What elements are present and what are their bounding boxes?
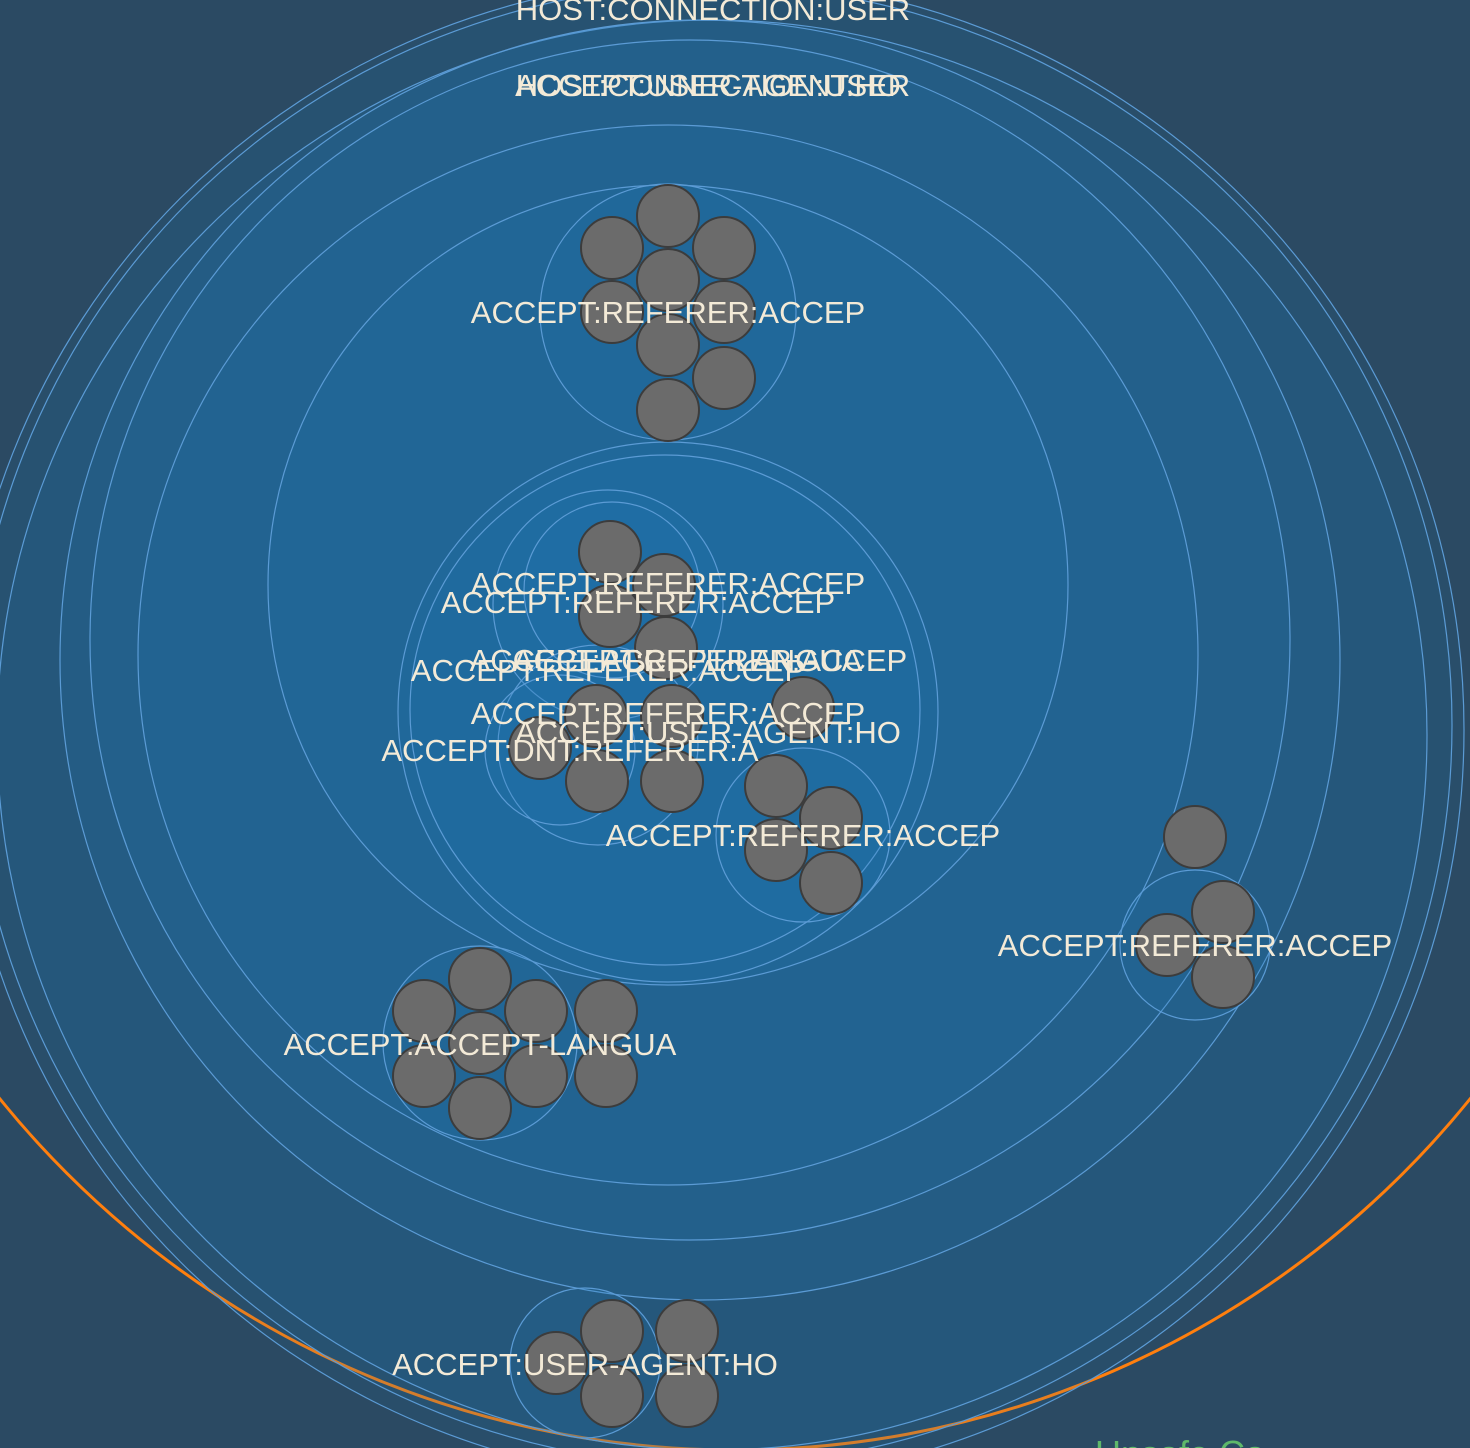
leaf-node[interactable] <box>504 1044 568 1108</box>
leaf-node[interactable] <box>580 216 644 280</box>
leaf-node[interactable] <box>655 1299 719 1363</box>
leaf-node[interactable] <box>574 979 638 1043</box>
leaf-node[interactable] <box>580 1299 644 1363</box>
leaf-node[interactable] <box>636 378 700 442</box>
left-lower-cluster <box>382 945 638 1141</box>
leaf-node[interactable] <box>692 346 756 410</box>
far-right-cluster <box>1119 805 1271 1021</box>
leaf-node[interactable] <box>799 851 863 915</box>
leaf-node[interactable] <box>640 749 704 813</box>
leaf-node[interactable] <box>692 280 756 344</box>
leaf-node[interactable] <box>580 280 644 344</box>
leaf-node[interactable] <box>448 1076 512 1140</box>
leaf-node[interactable] <box>504 979 568 1043</box>
bottom-cluster <box>509 1287 719 1439</box>
leaf-node[interactable] <box>632 553 696 617</box>
leaf-node[interactable] <box>1135 913 1199 977</box>
right-center-cluster <box>715 747 891 923</box>
top-cluster <box>539 183 797 442</box>
leaf-node[interactable] <box>448 1011 512 1075</box>
leaf-node[interactable] <box>771 676 835 740</box>
leaf-node[interactable] <box>744 818 808 882</box>
leaf-node[interactable] <box>580 1364 644 1428</box>
group-ring-4[interactable] <box>59 19 1341 1301</box>
leaf-node[interactable] <box>640 684 704 748</box>
leaf-node[interactable] <box>564 684 628 748</box>
leaf-node[interactable] <box>636 248 700 312</box>
leaf-node[interactable] <box>508 716 572 780</box>
leaf-node[interactable] <box>524 1331 588 1395</box>
leaf-node[interactable] <box>392 1044 456 1108</box>
leaf-node[interactable] <box>636 313 700 377</box>
leaf-node[interactable] <box>744 754 808 818</box>
leaf-node[interactable] <box>448 947 512 1011</box>
leaf-node[interactable] <box>636 184 700 248</box>
leaf-node[interactable] <box>655 1364 719 1428</box>
leaf-node[interactable] <box>1191 880 1255 944</box>
leaf-node[interactable] <box>799 786 863 850</box>
leaf-node[interactable] <box>392 979 456 1043</box>
center-clusters <box>508 520 835 813</box>
leaf-node[interactable] <box>565 749 629 813</box>
leaf-node[interactable] <box>1191 945 1255 1009</box>
leaf-node[interactable] <box>574 1044 638 1108</box>
leaf-node[interactable] <box>634 616 698 680</box>
label-bottom-partial: Unsafe Ca <box>1095 1433 1266 1448</box>
leaf-node[interactable] <box>578 584 642 648</box>
leaf-node[interactable] <box>692 216 756 280</box>
leaf-node[interactable] <box>1163 805 1227 869</box>
leaf-node[interactable] <box>578 520 642 584</box>
